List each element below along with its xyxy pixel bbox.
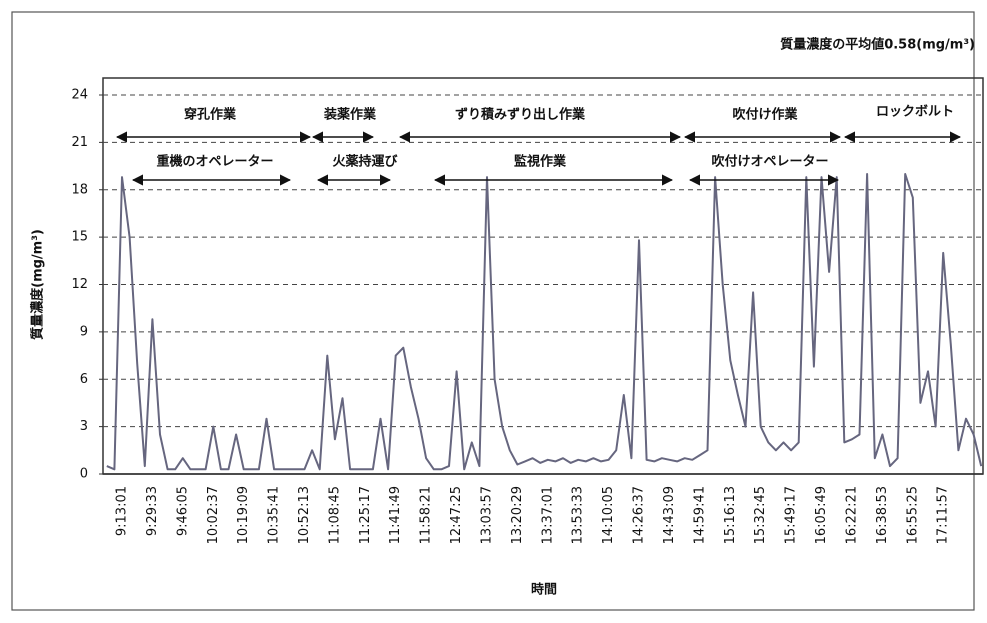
y-tick-label: 0 [80,467,88,482]
x-tick-label: 14:43:09 [662,486,677,544]
x-tick-label: 9:13:01 [115,486,130,536]
x-tick-label: 14:10:05 [601,486,616,544]
y-tick-label: 3 [80,419,88,434]
y-tick-label: 24 [71,88,88,103]
x-tick-label: 13:20:29 [510,486,525,544]
x-tick-label: 10:02:37 [206,486,221,544]
x-tick-label: 12:47:25 [449,486,464,544]
x-tick-label: 15:32:45 [753,486,768,544]
annotation: 穿孔作業 [184,107,237,123]
x-tick-label: 16:38:53 [875,486,890,544]
x-tick-label: 16:22:21 [844,486,859,544]
annotation: 監視作業 [514,154,567,170]
annotation: ずり積みずり出し作業 [455,107,586,123]
annotation: 重機のオペレーター [156,154,273,170]
annotation: 吹付けオペレーター [711,154,828,170]
x-tick-label: 11:58:21 [419,486,434,544]
x-axis-label: 時間 [531,582,557,598]
annotation: 火薬持運び [332,154,398,170]
annotation: ロックボルト [876,104,954,120]
annotation: 質量濃度の平均値0.58(mg/m³) [780,37,975,53]
x-tick-label: 16:55:25 [905,486,920,544]
y-tick-label: 15 [71,230,88,245]
x-tick-label: 9:29:33 [145,486,160,536]
x-tick-label: 10:19:09 [236,486,251,544]
x-tick-label: 13:03:57 [479,486,494,544]
y-tick-label: 9 [80,324,88,339]
annotation: 吹付け作業 [732,107,798,123]
x-tick-label: 11:08:45 [327,486,342,544]
x-tick-label: 17:11:57 [936,486,951,544]
x-tick-label: 10:35:41 [267,486,282,544]
x-tick-label: 10:52:13 [297,486,312,544]
x-tick-label: 9:46:05 [175,486,190,536]
x-tick-label: 14:26:37 [632,486,647,544]
x-tick-label: 16:05:49 [814,486,829,544]
frame [11,11,975,611]
y-tick-label: 18 [71,182,88,197]
x-tick-label: 14:59:41 [692,486,707,544]
annotation: 装薬作業 [323,107,377,123]
x-tick-label: 13:37:01 [540,486,555,544]
y-tick-label: 6 [80,372,88,387]
data-line [106,173,983,471]
x-tick-label: 15:49:17 [784,486,799,544]
x-tick-label: 11:41:49 [388,486,403,544]
x-tick-label: 13:53:33 [571,486,586,544]
x-tick-label: 15:16:13 [723,486,738,544]
y-tick-label: 21 [71,135,88,150]
y-tick-label: 12 [71,277,88,292]
y-axis-label: 質量濃度(mg/m³) [30,229,46,340]
x-tick-label: 11:25:17 [358,486,373,544]
